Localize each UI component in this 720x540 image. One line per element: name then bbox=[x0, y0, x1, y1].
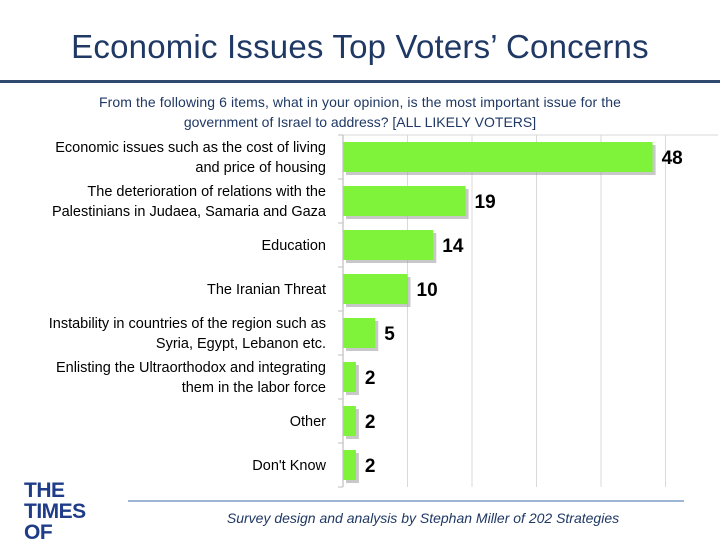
survey-credit: Survey design and analysis by Stephan Mi… bbox=[226, 510, 620, 526]
category-label: Palestinians in Judaea, Samaria and Gaza bbox=[52, 204, 327, 220]
category-label: them in the labor force bbox=[182, 380, 326, 396]
logo-line-2: OF ISRAEL bbox=[24, 521, 53, 540]
chart-subtitle: From the following 6 items, what in your… bbox=[0, 92, 720, 132]
category-label: The deterioration of relations with the bbox=[87, 184, 326, 200]
bar bbox=[343, 230, 434, 260]
bar bbox=[343, 186, 466, 216]
bar bbox=[343, 450, 356, 480]
category-label: Economic issues such as the cost of livi… bbox=[55, 140, 326, 156]
subtitle-line-2: government of Israel to address? [ALL LI… bbox=[183, 114, 537, 130]
logo-line-1: THE TIMES bbox=[24, 479, 86, 523]
footer-divider bbox=[128, 500, 684, 502]
bar bbox=[343, 318, 376, 348]
category-label: Education bbox=[262, 238, 327, 254]
category-label: The Iranian Threat bbox=[207, 282, 326, 298]
times-of-israel-logo: THE TIMES OF ISRAEL bbox=[24, 480, 124, 540]
category-label: and price of housing bbox=[195, 160, 326, 176]
bar-chart: 48 Economic issues such as the cost of li… bbox=[49, 134, 718, 488]
data-label: 2 bbox=[365, 412, 376, 433]
data-label: 2 bbox=[365, 456, 376, 477]
category-label: Other bbox=[290, 414, 326, 430]
data-label: 2 bbox=[365, 368, 376, 389]
data-label: 5 bbox=[384, 324, 395, 345]
data-label: 48 bbox=[662, 148, 683, 169]
bar bbox=[343, 362, 356, 392]
bar bbox=[343, 406, 356, 436]
category-label: Instability in countries of the region s… bbox=[49, 316, 326, 332]
data-label: 14 bbox=[442, 236, 464, 257]
bar bbox=[343, 142, 653, 172]
bar bbox=[343, 274, 408, 304]
subtitle-line-1: From the following 6 items, what in your… bbox=[98, 94, 622, 110]
title-divider bbox=[0, 80, 720, 83]
page-title: Economic Issues Top Voters’ Concerns bbox=[71, 28, 649, 65]
data-label: 19 bbox=[475, 192, 496, 213]
category-label: Don't Know bbox=[252, 458, 326, 474]
category-label: Enlisting the Ultraorthodox and integrat… bbox=[56, 360, 326, 376]
data-label: 10 bbox=[417, 280, 438, 301]
category-label: Syria, Egypt, Lebanon etc. bbox=[156, 336, 326, 352]
